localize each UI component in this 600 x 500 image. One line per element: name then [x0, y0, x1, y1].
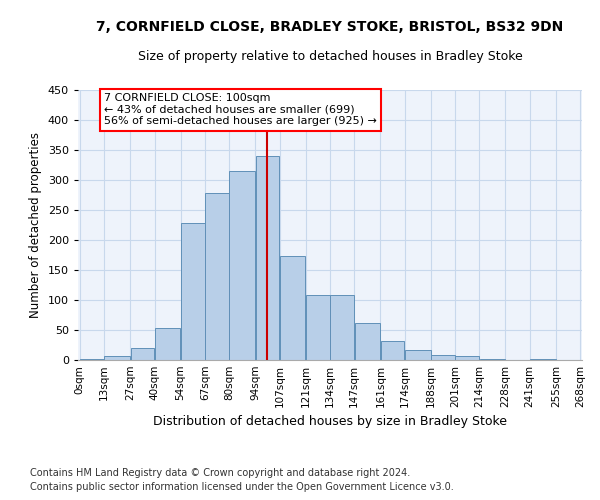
Bar: [405, 350, 431, 360]
Bar: [131, 348, 154, 360]
Text: 7, CORNFIELD CLOSE, BRADLEY STOKE, BRISTOL, BS32 9DN: 7, CORNFIELD CLOSE, BRADLEY STOKE, BRIST…: [97, 20, 563, 34]
Bar: [479, 359, 505, 360]
Text: Contains public sector information licensed under the Open Government Licence v3: Contains public sector information licen…: [30, 482, 454, 492]
Bar: [280, 256, 305, 360]
Bar: [256, 156, 280, 360]
Bar: [306, 294, 330, 360]
Bar: [205, 193, 229, 360]
Bar: [355, 323, 380, 360]
Text: 7 CORNFIELD CLOSE: 100sqm
← 43% of detached houses are smaller (699)
56% of semi: 7 CORNFIELD CLOSE: 100sqm ← 43% of detac…: [104, 93, 377, 126]
Bar: [104, 356, 130, 360]
X-axis label: Distribution of detached houses by size in Bradley Stoke: Distribution of detached houses by size …: [153, 416, 507, 428]
Text: Contains HM Land Registry data © Crown copyright and database right 2024.: Contains HM Land Registry data © Crown c…: [30, 468, 410, 477]
Bar: [455, 356, 479, 360]
Bar: [530, 359, 556, 360]
Bar: [380, 341, 404, 360]
Bar: [431, 355, 455, 360]
Y-axis label: Number of detached properties: Number of detached properties: [29, 132, 42, 318]
Bar: [181, 223, 205, 360]
Bar: [229, 171, 255, 360]
Text: Size of property relative to detached houses in Bradley Stoke: Size of property relative to detached ho…: [137, 50, 523, 63]
Bar: [155, 328, 181, 360]
Bar: [330, 294, 354, 360]
Bar: [80, 359, 104, 360]
